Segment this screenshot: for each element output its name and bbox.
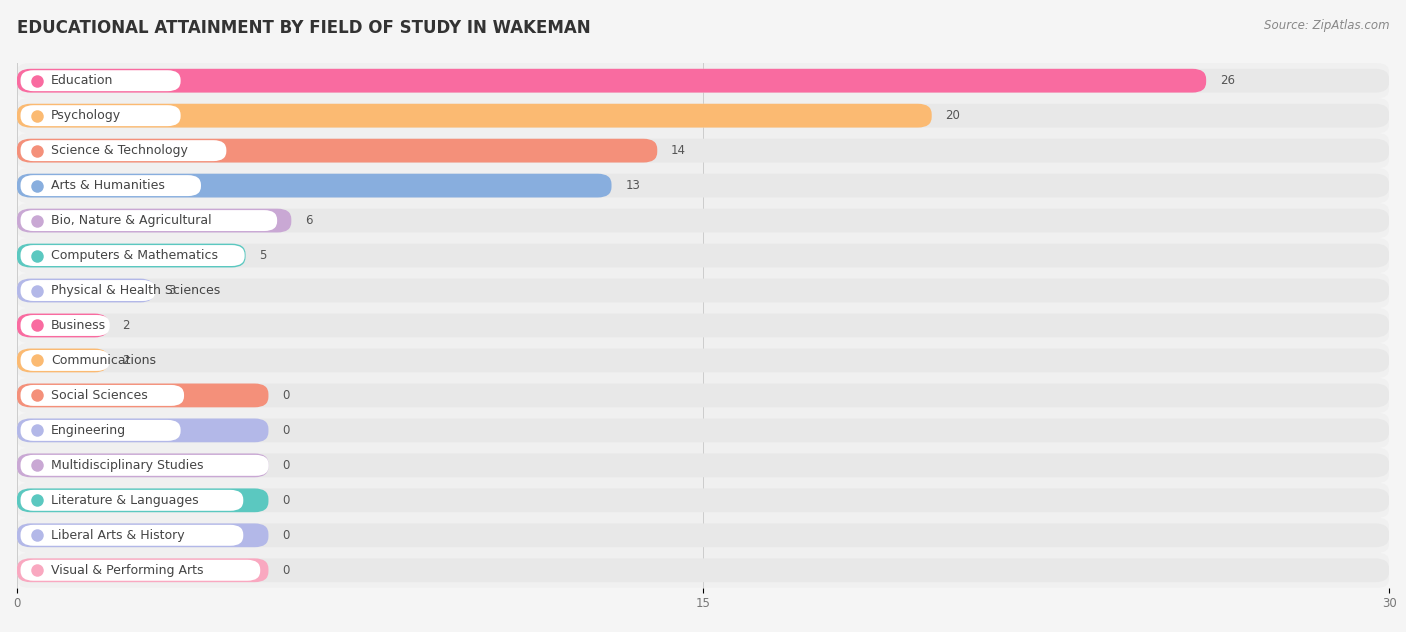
FancyBboxPatch shape — [17, 139, 657, 162]
Text: 0: 0 — [283, 494, 290, 507]
FancyBboxPatch shape — [21, 490, 243, 511]
FancyBboxPatch shape — [17, 238, 1389, 273]
FancyBboxPatch shape — [17, 418, 1389, 442]
FancyBboxPatch shape — [21, 210, 277, 231]
Text: Liberal Arts & History: Liberal Arts & History — [51, 529, 184, 542]
Text: 2: 2 — [122, 354, 129, 367]
Text: Multidisciplinary Studies: Multidisciplinary Studies — [51, 459, 204, 472]
Text: Science & Technology: Science & Technology — [51, 144, 188, 157]
FancyBboxPatch shape — [17, 139, 1389, 162]
FancyBboxPatch shape — [21, 105, 180, 126]
FancyBboxPatch shape — [17, 174, 1389, 197]
FancyBboxPatch shape — [17, 174, 612, 197]
FancyBboxPatch shape — [17, 133, 1389, 168]
Text: 14: 14 — [671, 144, 686, 157]
Text: 0: 0 — [283, 459, 290, 472]
FancyBboxPatch shape — [17, 349, 1389, 372]
FancyBboxPatch shape — [21, 70, 180, 91]
FancyBboxPatch shape — [17, 279, 155, 302]
FancyBboxPatch shape — [17, 308, 1389, 343]
FancyBboxPatch shape — [17, 104, 1389, 128]
FancyBboxPatch shape — [17, 69, 1206, 92]
Text: 0: 0 — [283, 529, 290, 542]
Text: 0: 0 — [283, 389, 290, 402]
FancyBboxPatch shape — [17, 69, 1389, 92]
FancyBboxPatch shape — [17, 378, 1389, 413]
FancyBboxPatch shape — [17, 448, 1389, 483]
FancyBboxPatch shape — [17, 104, 932, 128]
FancyBboxPatch shape — [17, 209, 1389, 233]
FancyBboxPatch shape — [17, 244, 1389, 267]
Text: 3: 3 — [167, 284, 176, 297]
FancyBboxPatch shape — [17, 384, 1389, 407]
Text: Physical & Health Sciences: Physical & Health Sciences — [51, 284, 221, 297]
FancyBboxPatch shape — [17, 418, 269, 442]
FancyBboxPatch shape — [17, 98, 1389, 133]
FancyBboxPatch shape — [17, 454, 1389, 477]
Text: Computers & Mathematics: Computers & Mathematics — [51, 249, 218, 262]
FancyBboxPatch shape — [21, 245, 245, 266]
FancyBboxPatch shape — [17, 279, 1389, 302]
Text: Business: Business — [51, 319, 107, 332]
FancyBboxPatch shape — [17, 559, 1389, 582]
FancyBboxPatch shape — [17, 273, 1389, 308]
Text: 0: 0 — [283, 424, 290, 437]
Text: 13: 13 — [626, 179, 640, 192]
FancyBboxPatch shape — [17, 553, 1389, 588]
Text: 20: 20 — [945, 109, 960, 122]
Text: Source: ZipAtlas.com: Source: ZipAtlas.com — [1264, 19, 1389, 32]
Text: Literature & Languages: Literature & Languages — [51, 494, 198, 507]
Text: Social Sciences: Social Sciences — [51, 389, 148, 402]
Text: Visual & Performing Arts: Visual & Performing Arts — [51, 564, 204, 577]
Text: Education: Education — [51, 74, 114, 87]
FancyBboxPatch shape — [17, 489, 1389, 512]
FancyBboxPatch shape — [21, 140, 226, 161]
FancyBboxPatch shape — [17, 523, 1389, 547]
Text: Bio, Nature & Agricultural: Bio, Nature & Agricultural — [51, 214, 212, 227]
Text: Psychology: Psychology — [51, 109, 121, 122]
FancyBboxPatch shape — [21, 175, 201, 196]
FancyBboxPatch shape — [17, 313, 108, 337]
FancyBboxPatch shape — [21, 315, 110, 336]
Text: 5: 5 — [259, 249, 267, 262]
FancyBboxPatch shape — [17, 349, 108, 372]
Text: Arts & Humanities: Arts & Humanities — [51, 179, 165, 192]
FancyBboxPatch shape — [17, 413, 1389, 448]
Text: 6: 6 — [305, 214, 312, 227]
Text: 2: 2 — [122, 319, 129, 332]
FancyBboxPatch shape — [17, 384, 269, 407]
Text: EDUCATIONAL ATTAINMENT BY FIELD OF STUDY IN WAKEMAN: EDUCATIONAL ATTAINMENT BY FIELD OF STUDY… — [17, 19, 591, 37]
FancyBboxPatch shape — [17, 483, 1389, 518]
FancyBboxPatch shape — [17, 209, 291, 233]
FancyBboxPatch shape — [21, 455, 269, 476]
FancyBboxPatch shape — [17, 489, 269, 512]
FancyBboxPatch shape — [17, 454, 269, 477]
FancyBboxPatch shape — [17, 518, 1389, 553]
FancyBboxPatch shape — [17, 203, 1389, 238]
Text: 26: 26 — [1220, 74, 1234, 87]
FancyBboxPatch shape — [17, 313, 1389, 337]
FancyBboxPatch shape — [21, 385, 184, 406]
FancyBboxPatch shape — [21, 525, 243, 546]
FancyBboxPatch shape — [21, 280, 156, 301]
Text: Communications: Communications — [51, 354, 156, 367]
FancyBboxPatch shape — [21, 350, 110, 371]
Text: 0: 0 — [283, 564, 290, 577]
FancyBboxPatch shape — [17, 343, 1389, 378]
FancyBboxPatch shape — [17, 523, 269, 547]
FancyBboxPatch shape — [17, 244, 246, 267]
FancyBboxPatch shape — [21, 420, 180, 441]
FancyBboxPatch shape — [17, 559, 269, 582]
Text: Engineering: Engineering — [51, 424, 127, 437]
FancyBboxPatch shape — [17, 63, 1389, 98]
FancyBboxPatch shape — [17, 168, 1389, 203]
FancyBboxPatch shape — [21, 560, 260, 581]
